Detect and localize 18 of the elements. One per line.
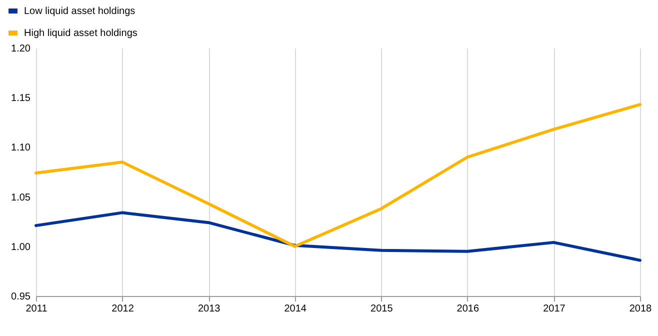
y-tick-label: 1.15 [11, 93, 31, 104]
x-tick-label: 2013 [198, 304, 221, 314]
line-series [34, 103, 642, 248]
legend-label: High liquid asset holdings [24, 28, 138, 39]
x-tick-label: 2011 [26, 304, 48, 314]
y-tick-label: 1.05 [11, 192, 31, 204]
y-tick-label: 0.95 [11, 292, 31, 302]
line-series [34, 211, 642, 262]
x-tick-label: 2014 [284, 304, 307, 314]
x-tick-label: 2012 [112, 304, 134, 314]
y-tick-label: 1.00 [11, 242, 31, 253]
y-tick-label: 1.20 [11, 44, 31, 54]
x-tick-label: 2015 [370, 304, 394, 314]
x-tick-label: 2016 [456, 304, 480, 314]
legend-label: Low liquid asset holdings [24, 6, 136, 17]
x-tick-label: 2018 [629, 304, 652, 314]
y-tick-label: 1.10 [11, 142, 31, 154]
x-tick-label: 2017 [543, 304, 566, 314]
